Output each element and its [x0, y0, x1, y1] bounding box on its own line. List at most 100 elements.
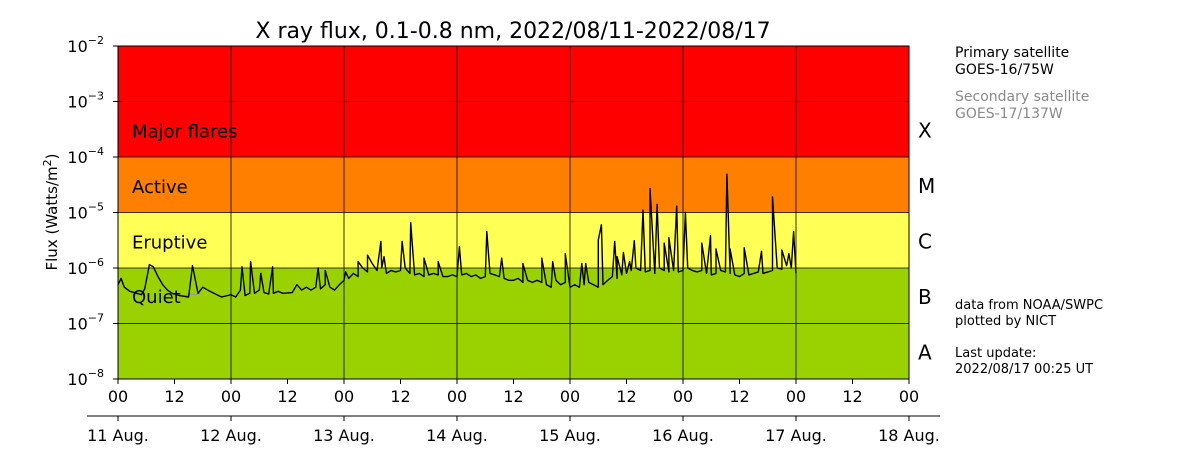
secondary-satellite-title: Secondary satellite [955, 89, 1090, 105]
x-hour-label: 00 [899, 387, 919, 406]
flare-peak-point [649, 188, 651, 190]
flare-peak-point [781, 249, 783, 251]
x-hour-label: 12 [277, 387, 297, 406]
flare-peak-point [629, 261, 631, 263]
flare-peak-point [633, 240, 635, 242]
flare-class-b: B [918, 285, 932, 309]
x-hour-label: 12 [503, 387, 523, 406]
x-day-label: 16 Aug. [652, 426, 714, 445]
y-tick-label: 10−3 [67, 90, 104, 112]
x-day-label: 14 Aug. [426, 426, 488, 445]
x-day-label: 17 Aug. [765, 426, 827, 445]
flare-peak-point [771, 196, 774, 198]
band-1 [118, 157, 909, 213]
x-hour-label: 00 [108, 387, 128, 406]
flare-peak-point [458, 246, 460, 248]
y-axis-label-sup: 2 [41, 159, 54, 166]
x-day-label: 12 Aug. [200, 426, 262, 445]
x-day-label: 18 Aug. [878, 426, 940, 445]
x-hour-label: 12 [729, 387, 749, 406]
band-label: Quiet [132, 287, 181, 308]
x-hour-label: 00 [786, 387, 806, 406]
flare-peak-point [317, 267, 319, 269]
band-label: Eruptive [132, 232, 207, 253]
y-axis-label: Flux (Watts/m2) [41, 154, 61, 271]
chart-title: X ray flux, 0.1-0.8 nm, 2022/08/11-2022/… [255, 19, 770, 44]
x-hour-label: 00 [673, 387, 693, 406]
x-day-label: 11 Aug. [87, 426, 149, 445]
x-hour-label: 12 [616, 387, 636, 406]
primary-satellite-title: Primary satellite [955, 45, 1070, 61]
flare-class-m: M [918, 174, 935, 198]
flare-peak-point [614, 240, 616, 243]
flare-peak-point [668, 237, 670, 239]
flare-peak-point [401, 240, 403, 243]
flare-peak-point [622, 251, 625, 254]
flare-peak-point [709, 235, 712, 237]
y-tick-label: 10−4 [67, 145, 104, 167]
y-tick-label: 10−6 [67, 256, 104, 278]
flare-peak-point [616, 256, 618, 258]
y-tick-label: 10−8 [67, 367, 104, 389]
flare-peak-point [522, 263, 524, 265]
y-tick-label: 10−5 [67, 201, 104, 223]
x-day-label: 13 Aug. [313, 426, 375, 445]
flare-peak-point [715, 248, 717, 250]
data-source-info: data from NOAA/SWPC plotted by NICT [955, 298, 1103, 330]
flare-peak-point [260, 272, 262, 274]
flare-peak-point [486, 231, 488, 233]
flare-peak-point [793, 231, 795, 233]
flare-peak-point [541, 257, 543, 259]
flare-peak-point [585, 263, 587, 265]
y-tick-label: 10−2 [67, 34, 104, 56]
flux-trace [117, 173, 797, 298]
y-axis-label-close: ) [43, 154, 61, 160]
flare-peak-point [729, 248, 731, 250]
flare-peak-point [191, 265, 194, 267]
flare-peak-point [272, 266, 274, 268]
flare-class-x: X [918, 118, 932, 142]
flare-peak-point [581, 263, 583, 265]
y-tick-label: 10−7 [67, 312, 104, 334]
primary-satellite-info: Primary satellite GOES-16/75W [955, 45, 1069, 79]
flare-peak-point [357, 261, 359, 263]
flare-peak-point [501, 257, 503, 259]
primary-series-line [117, 173, 797, 298]
flare-peak-point [345, 271, 347, 273]
flare-peak-point [250, 261, 252, 263]
secondary-satellite-name: GOES-17/137W [955, 106, 1063, 122]
x-hour-label: 12 [390, 387, 410, 406]
flare-peak-point [656, 203, 658, 205]
flare-peak-point [701, 242, 703, 244]
flare-class-a: A [918, 340, 932, 364]
last-update-value: 2022/08/17 00:25 UT [955, 362, 1094, 377]
x-hour-label: 00 [447, 387, 467, 406]
flare-peak-point [423, 257, 425, 259]
flare-peak-point [552, 261, 554, 263]
band-label: Major flares [132, 121, 238, 142]
band-label: Active [132, 177, 188, 198]
flare-peak-point [726, 173, 728, 175]
flare-peak-point [676, 205, 678, 207]
flare-class-labels: X M C B A [918, 118, 935, 364]
flare-peak-point [380, 240, 382, 243]
plotted-by-line: plotted by NICT [955, 314, 1057, 329]
x-hour-label: 00 [221, 387, 241, 406]
x-hour-label: 12 [164, 387, 184, 406]
flare-peak-point [410, 222, 412, 224]
flare-peak-point [564, 253, 566, 255]
flare-peak-point [760, 250, 763, 252]
flare-peak-point [324, 269, 326, 272]
last-update-info: Last update: 2022/08/17 00:25 UT [955, 346, 1093, 378]
flare-peak-point [437, 261, 439, 263]
flare-peak-point [642, 209, 644, 211]
flare-class-c: C [918, 229, 932, 253]
flare-peak-point [743, 247, 745, 249]
x-day-label: 15 Aug. [539, 426, 601, 445]
x-axis: 00 12 00 12 00 12 00 12 00 12 00 12 00 12 00 11 Aug. 12 … [87, 379, 940, 445]
flare-peak-point [684, 211, 687, 214]
flare-peak-point [788, 253, 790, 255]
y-axis-label-main: Flux (Watts/m [43, 166, 61, 270]
flare-peak-point [600, 224, 603, 226]
